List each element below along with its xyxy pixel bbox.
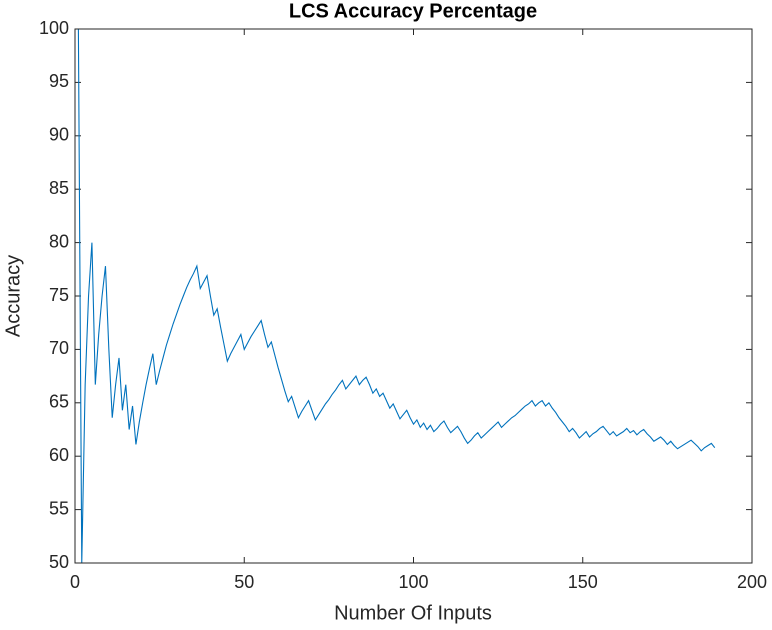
- x-tick-label: 50: [234, 572, 254, 592]
- y-axis-label: Accuracy: [2, 255, 24, 337]
- y-tick-label: 50: [49, 552, 69, 572]
- y-tick-label: 70: [49, 338, 69, 358]
- x-tick-label: 150: [568, 572, 598, 592]
- x-tick-label: 200: [737, 572, 767, 592]
- x-axis-label: Number Of Inputs: [334, 602, 492, 624]
- axes-box: [74, 28, 753, 564]
- x-tick-label: 100: [398, 572, 428, 592]
- y-tick-label: 65: [49, 392, 69, 412]
- y-tick-label: 60: [49, 445, 69, 465]
- chart-title: LCS Accuracy Percentage: [289, 0, 537, 22]
- y-tick-label: 55: [49, 498, 69, 518]
- y-tick-label: 80: [49, 231, 69, 251]
- plot-area: [75, 29, 752, 563]
- data-line: [77, 29, 716, 563]
- y-tick-label: 85: [49, 178, 69, 198]
- y-tick-label: 90: [49, 125, 69, 145]
- x-tick-label: 0: [70, 572, 80, 592]
- y-tick-label: 100: [39, 18, 69, 38]
- y-tick-label: 95: [49, 71, 69, 91]
- y-tick-label: 75: [49, 285, 69, 305]
